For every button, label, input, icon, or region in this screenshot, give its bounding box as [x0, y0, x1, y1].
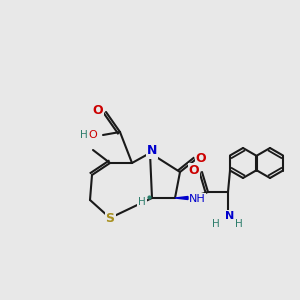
Text: H: H	[138, 197, 146, 207]
Text: H: H	[235, 219, 243, 229]
Text: O: O	[88, 130, 98, 140]
Text: N: N	[147, 145, 157, 158]
Text: H: H	[212, 219, 220, 229]
Text: S: S	[106, 212, 115, 226]
Text: N: N	[225, 211, 235, 221]
Text: NH: NH	[189, 194, 206, 204]
Text: O: O	[196, 152, 206, 166]
Text: O: O	[189, 164, 199, 176]
Text: H: H	[80, 130, 88, 140]
Text: O: O	[93, 103, 103, 116]
Polygon shape	[175, 196, 188, 200]
